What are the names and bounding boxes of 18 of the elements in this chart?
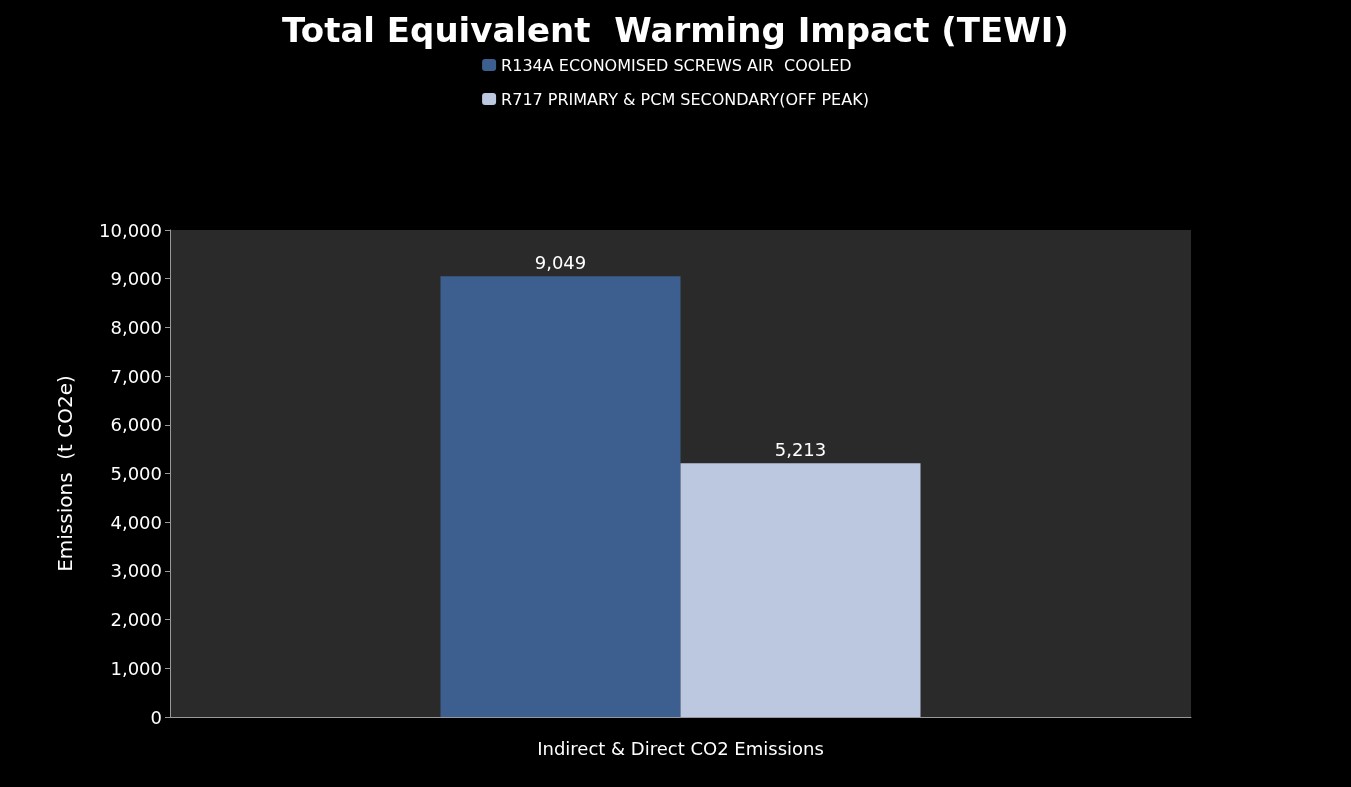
y-tick-label: 8,000 [110, 316, 162, 338]
chart-title: Total Equivalent Warming Impact (TEWI) [282, 10, 1069, 50]
y-tick-label: 10,000 [99, 219, 162, 241]
y-axis-title: Emissions (t CO2e) [53, 375, 77, 572]
y-tick-label: 0 [150, 706, 162, 728]
y-tick-label: 6,000 [110, 414, 162, 436]
legend-label: R717 PRIMARY & PCM SECONDARY(OFF PEAK) [501, 89, 869, 109]
y-tick-label: 5,000 [110, 463, 162, 484]
data-label: 9,049 [534, 251, 587, 273]
y-tick-label: 3,000 [110, 560, 162, 582]
legend-label: R134A ECONOMISED SCREWS AIR COOLED [501, 55, 852, 75]
y-tick-label: 7,000 [110, 365, 162, 387]
y-tick-label: 2,000 [110, 609, 162, 631]
data-label: 5,213 [774, 438, 827, 460]
y-tick-label: 4,000 [110, 511, 162, 533]
y-tick-label: 1,000 [110, 657, 162, 679]
x-tick-label: Indirect & Direct CO2 Emissions [537, 737, 824, 759]
y-tick-label: 9,000 [110, 268, 162, 290]
